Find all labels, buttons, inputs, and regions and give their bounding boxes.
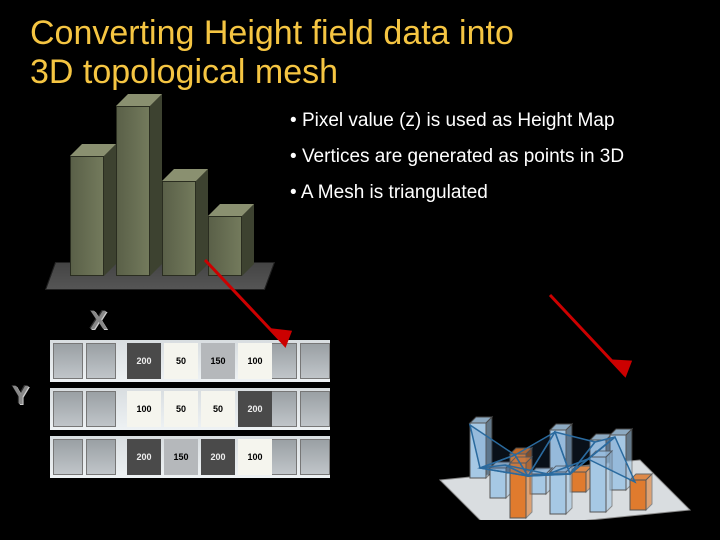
axis-x-label: X <box>90 305 107 336</box>
arrow-right <box>540 285 660 405</box>
arrow-left <box>195 250 315 370</box>
bullet-item: Pixel value (z) is used as Height Map <box>290 110 624 132</box>
slide-title: Converting Height field data into 3D top… <box>0 0 720 92</box>
bullet-item: Vertices are generated as points in 3D <box>290 146 624 168</box>
bullet-item: A Mesh is triangulated <box>290 182 624 204</box>
bullet-list: Pixel value (z) is used as Height Map Ve… <box>290 110 624 218</box>
axis-y-label: Y <box>12 380 29 411</box>
